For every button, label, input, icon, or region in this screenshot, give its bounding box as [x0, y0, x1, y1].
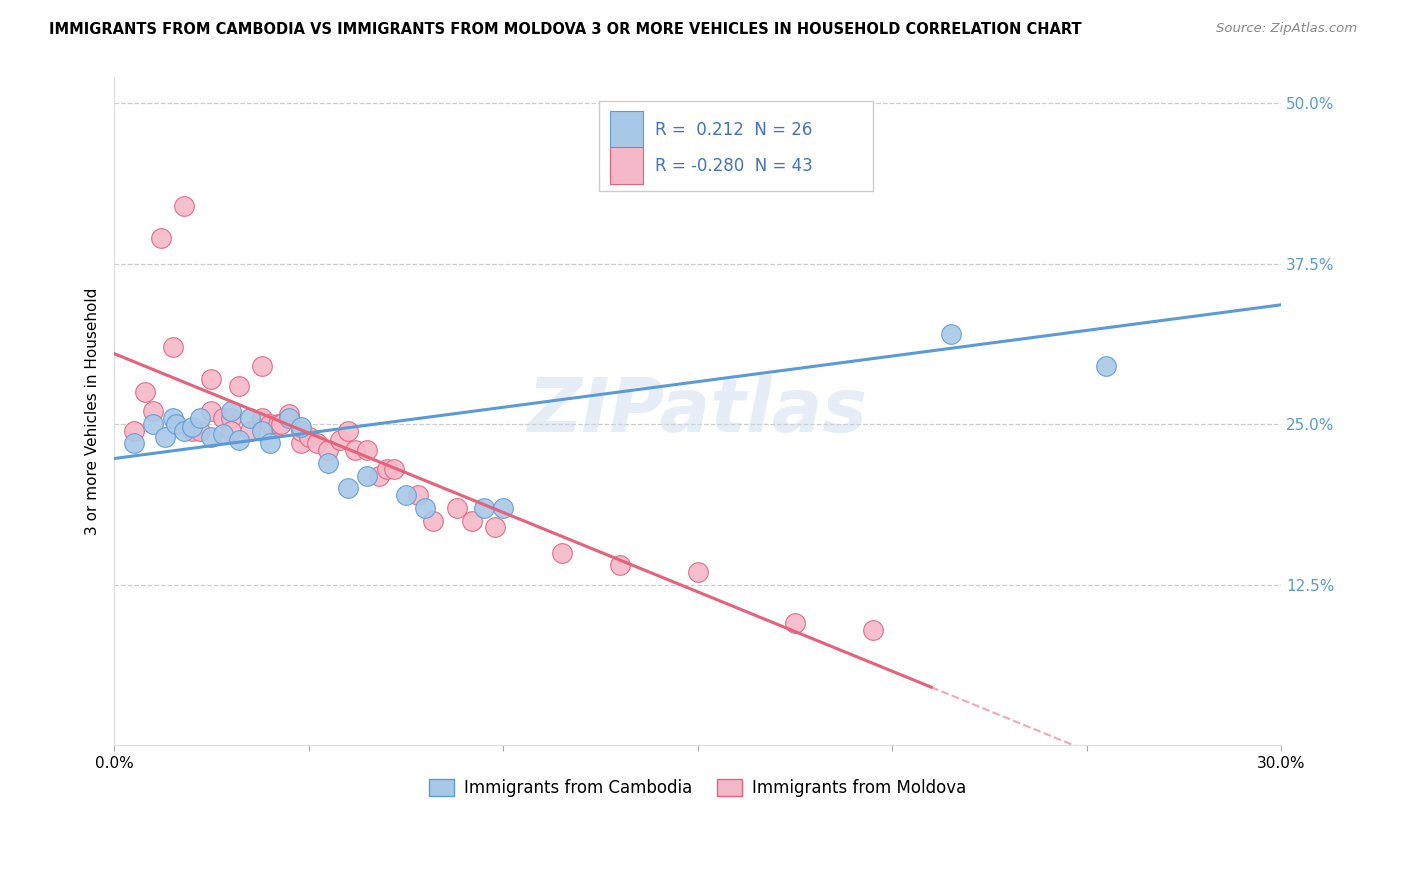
Point [188, 410, 211, 425]
Point [367, 468, 389, 483]
Legend: Immigrants from Cambodia, Immigrants from Moldova: Immigrants from Cambodia, Immigrants fro… [422, 772, 973, 804]
Point [765, 121, 787, 136]
Text: ZIPatlas: ZIPatlas [527, 375, 868, 448]
Point [250, 424, 273, 438]
Point [1095, 359, 1118, 374]
Point [153, 430, 176, 444]
Point [250, 359, 273, 374]
FancyBboxPatch shape [610, 147, 643, 184]
Point [134, 385, 156, 400]
Point [142, 417, 165, 432]
Point [329, 433, 352, 447]
Point [181, 419, 204, 434]
Point [609, 558, 631, 573]
Point [939, 327, 962, 342]
Point [550, 546, 572, 560]
Point [162, 410, 184, 425]
Point [239, 410, 262, 425]
Point [686, 565, 709, 579]
Point [212, 410, 235, 425]
Point [278, 410, 301, 425]
Point [239, 424, 262, 438]
Text: IMMIGRANTS FROM CAMBODIA VS IMMIGRANTS FROM MOLDOVA 3 OR MORE VEHICLES IN HOUSEH: IMMIGRANTS FROM CAMBODIA VS IMMIGRANTS F… [49, 22, 1081, 37]
Point [142, 404, 165, 418]
Y-axis label: 3 or more Vehicles in Household: 3 or more Vehicles in Household [86, 288, 100, 535]
Point [200, 404, 222, 418]
Point [250, 410, 273, 425]
Point [395, 488, 418, 502]
Point [149, 231, 172, 245]
Point [344, 442, 367, 457]
Point [290, 436, 312, 450]
Point [200, 372, 222, 386]
Point [259, 436, 281, 450]
Point [173, 424, 195, 438]
Point [783, 616, 806, 631]
Point [173, 199, 195, 213]
Point [406, 488, 429, 502]
Point [212, 427, 235, 442]
Point [316, 442, 339, 457]
Point [122, 424, 145, 438]
Point [266, 417, 288, 432]
Text: R =  0.212  N = 26: R = 0.212 N = 26 [655, 120, 813, 138]
Point [200, 430, 222, 444]
Point [356, 468, 378, 483]
Point [181, 424, 204, 438]
Point [305, 436, 328, 450]
Point [228, 433, 250, 447]
Point [228, 378, 250, 392]
Text: Source: ZipAtlas.com: Source: ZipAtlas.com [1216, 22, 1357, 36]
Point [219, 410, 242, 425]
Point [862, 623, 884, 637]
Point [270, 417, 292, 432]
Point [415, 500, 437, 515]
Point [461, 514, 484, 528]
Point [336, 424, 359, 438]
Point [162, 340, 184, 354]
Point [290, 419, 312, 434]
Point [298, 430, 321, 444]
FancyBboxPatch shape [599, 101, 873, 191]
Point [278, 407, 301, 421]
Point [446, 500, 468, 515]
Point [290, 424, 312, 438]
Point [316, 456, 339, 470]
Point [382, 462, 405, 476]
Point [492, 500, 515, 515]
Point [122, 436, 145, 450]
Point [472, 500, 495, 515]
Point [165, 417, 187, 432]
Point [484, 520, 506, 534]
Text: R = -0.280  N = 43: R = -0.280 N = 43 [655, 157, 813, 175]
FancyBboxPatch shape [610, 112, 643, 148]
Point [188, 424, 211, 438]
Point [219, 424, 242, 438]
Point [422, 514, 444, 528]
Point [336, 482, 359, 496]
Point [356, 442, 378, 457]
Point [259, 417, 281, 432]
Point [375, 462, 398, 476]
Point [219, 404, 242, 418]
